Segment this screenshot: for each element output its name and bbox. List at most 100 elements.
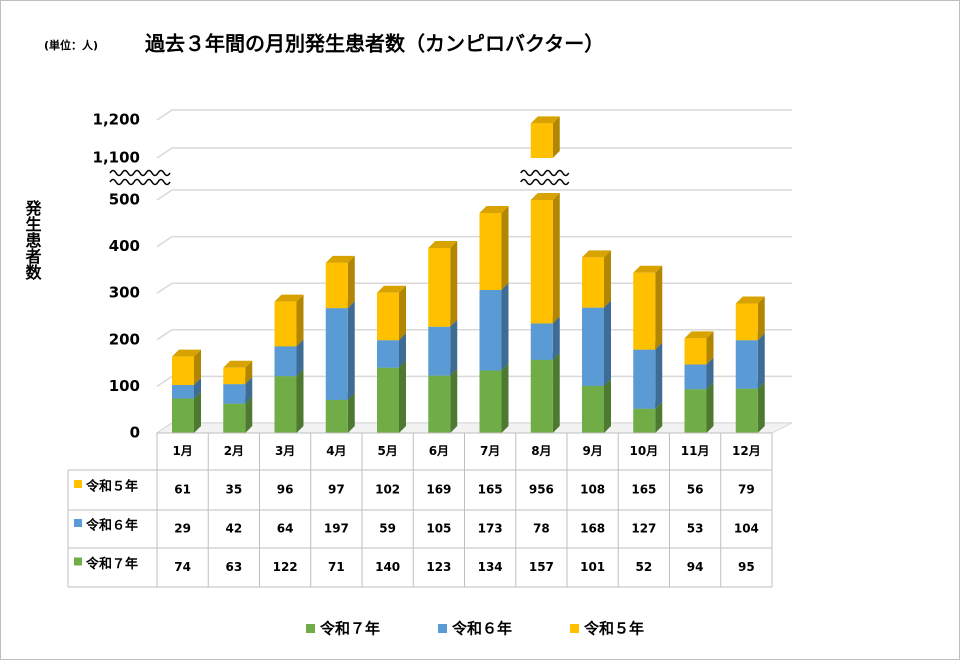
table-cell: 74 xyxy=(174,560,191,574)
y-tick-label: 500 xyxy=(109,191,140,209)
grid-line xyxy=(156,189,792,201)
unit-note: (単位：人) xyxy=(44,38,98,52)
bar-side xyxy=(604,378,611,433)
table-cell: 104 xyxy=(734,522,759,536)
bar xyxy=(223,403,246,433)
bar-side xyxy=(706,357,714,390)
table-cell: 127 xyxy=(631,522,656,536)
bar-top xyxy=(428,240,458,248)
bar-side xyxy=(552,352,560,433)
table-cell: 61 xyxy=(174,483,191,497)
bar xyxy=(633,349,656,409)
bar xyxy=(735,388,758,433)
table-cell: 71 xyxy=(328,560,345,574)
y-tick-label: 1,200 xyxy=(93,111,140,129)
bar-side xyxy=(552,116,560,324)
table-cell: 173 xyxy=(478,522,503,536)
bar-top xyxy=(325,255,355,263)
bar-side xyxy=(296,339,304,377)
bar-side xyxy=(296,369,304,433)
bar xyxy=(735,340,758,389)
bar xyxy=(582,257,604,308)
table-cell: 168 xyxy=(580,522,605,536)
y-tick-label: 100 xyxy=(109,377,140,395)
bar xyxy=(735,303,758,341)
bar-side xyxy=(501,363,509,433)
bar-top xyxy=(582,250,611,258)
table-cell: 29 xyxy=(174,522,191,536)
bar xyxy=(325,399,348,433)
legend-label: 令和７年 xyxy=(320,620,380,638)
bar-side xyxy=(655,401,663,433)
bar-side xyxy=(296,294,304,347)
table-cell: 35 xyxy=(226,483,243,497)
table-cell: 197 xyxy=(324,522,349,536)
bar-side xyxy=(655,265,663,350)
bar-side xyxy=(757,381,765,433)
bar xyxy=(325,262,348,309)
grid-line xyxy=(156,235,792,248)
bar xyxy=(530,359,553,433)
table-legend-key xyxy=(74,557,82,566)
bar xyxy=(325,308,348,400)
bar xyxy=(684,338,707,365)
bar-side xyxy=(194,391,201,433)
x-tick-label: 11月 xyxy=(681,444,710,458)
table-cell: 165 xyxy=(631,483,656,497)
bar-side xyxy=(450,319,458,376)
bar xyxy=(223,367,246,385)
bar xyxy=(223,384,246,404)
break-mark xyxy=(520,169,570,177)
table-cell: 79 xyxy=(738,483,755,497)
table-cell: 53 xyxy=(687,522,704,536)
x-tick-label: 10月 xyxy=(630,444,659,458)
bar xyxy=(377,367,399,433)
table-cell: 165 xyxy=(478,483,503,497)
bar xyxy=(172,356,194,386)
bar-side xyxy=(194,349,201,386)
table-cell: 102 xyxy=(375,483,400,497)
bar xyxy=(274,376,297,433)
grid-line xyxy=(156,147,792,159)
bar xyxy=(172,385,194,399)
bar xyxy=(428,375,451,433)
bar-side xyxy=(604,250,611,308)
table-cell: 97 xyxy=(328,483,345,497)
bar xyxy=(172,398,194,433)
bar-side xyxy=(706,331,714,365)
table-cell: 140 xyxy=(375,560,400,574)
table-cell: 94 xyxy=(687,560,704,574)
break-gap xyxy=(520,168,566,186)
bar-side xyxy=(706,382,714,433)
x-tick-label: 4月 xyxy=(326,444,346,458)
bar xyxy=(530,123,553,324)
bar-side xyxy=(450,240,458,327)
legend-label: 令和６年 xyxy=(452,620,512,638)
bar xyxy=(377,340,399,368)
table-legend-key xyxy=(74,519,82,527)
x-tick-label: 3月 xyxy=(275,444,295,458)
y-axis-label: 発生患者数 xyxy=(23,199,43,281)
table-cell: 64 xyxy=(277,522,294,536)
chart-title: 過去３年間の月別発生患者数（カンピロバクター） xyxy=(145,32,604,56)
bar xyxy=(428,247,451,327)
bar-top xyxy=(377,285,406,293)
x-tick-label: 9月 xyxy=(582,444,602,458)
legend-key xyxy=(306,624,315,633)
bar-side xyxy=(194,378,201,399)
bar-side xyxy=(245,377,253,404)
bar-side xyxy=(552,316,560,360)
legend-label: 令和５年 xyxy=(584,620,644,638)
x-tick-label: 7月 xyxy=(480,444,500,458)
table-cell: 169 xyxy=(426,483,451,497)
table-cell: 101 xyxy=(580,560,605,574)
table-row-label: 令和５年 xyxy=(86,479,138,495)
x-tick-label: 5月 xyxy=(377,444,397,458)
bar xyxy=(582,385,604,433)
table-cell: 52 xyxy=(636,560,653,574)
table-cell: 96 xyxy=(277,483,294,497)
bar xyxy=(274,301,297,347)
bar xyxy=(633,408,656,433)
y-tick-label: 0 xyxy=(130,424,140,442)
